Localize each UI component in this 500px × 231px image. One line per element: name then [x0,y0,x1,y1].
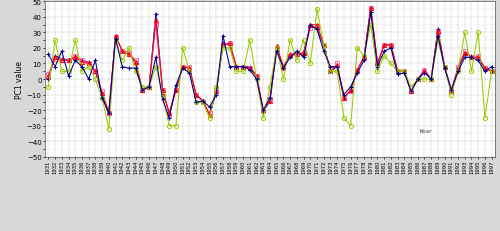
PC1_Q27_SPR [368,12,374,15]
PC1_or_PHDI_SPR [462,50,468,53]
PC1_or_ZND_SPR [234,71,239,73]
Line: PC1_or_WPLM_SPR: PC1_or_WPLM_SPR [46,6,494,117]
PC1_Q27_SPR [254,78,260,81]
PC1_or_WPLM_SPR [99,92,105,95]
PC1_or_PHDI_SPR [234,66,239,69]
PC1_or_PDSI_SPR [99,94,105,97]
PC1_or_PHDI_SPR [254,75,260,78]
PC1_or_ZND_SPR [99,97,105,100]
PC1_or_PDSI_SPR [462,54,468,56]
PC1_or_ZND_SPR [462,32,468,35]
PC1_or_PHDI_SPR [99,91,105,94]
PC1_or_WPLM_SPR [394,71,400,73]
PC1_Q27_SPR [79,66,85,69]
PC1_or_WPLM_SPR [234,66,239,69]
PC1_or_ZND_SPR [254,78,260,81]
PC1_or_PDSI_SPR [234,66,239,69]
PC1_Q27_SPR [166,117,172,120]
PC1_or_WPLM_SPR [254,75,260,78]
PC1_or_PHDI_SPR [368,7,374,10]
PC1_or_WPLM_SPR [368,7,374,10]
PC1_or_PDSI_SPR [488,71,494,73]
PC1_or_PDSI_SPR [46,78,52,81]
Line: PC1_or_ZND_SPR: PC1_or_ZND_SPR [46,8,494,131]
PC1_or_PDSI_SPR [106,114,112,117]
PC1_Q27_SPR [46,54,52,56]
PC1_or_PHDI_SPR [394,71,400,73]
PC1_Q27_SPR [394,74,400,76]
PC1_Q27_SPR [462,57,468,59]
PC1_or_PHDI_SPR [488,71,494,73]
PC1_or_PDSI_SPR [79,60,85,63]
PC1_or_ZND_SPR [314,9,320,11]
Line: PC1_or_PHDI_SPR: PC1_or_PHDI_SPR [46,6,494,117]
PC1_or_WPLM_SPR [206,114,212,117]
PC1_or_ZND_SPR [79,71,85,73]
PC1_or_WPLM_SPR [46,75,52,78]
PC1_or_ZND_SPR [46,86,52,89]
Line: PC1_or_PDSI_SPR: PC1_or_PDSI_SPR [46,6,494,118]
PC1_or_ZND_SPR [394,71,400,73]
PC1_Q27_SPR [488,66,494,69]
PC1_or_WPLM_SPR [462,52,468,55]
Line: PC1_Q27_SPR: PC1_Q27_SPR [46,11,494,121]
PC1_or_PDSI_SPR [368,7,374,10]
PC1_or_PHDI_SPR [166,114,172,117]
PC1_or_PHDI_SPR [79,60,85,63]
Y-axis label: PC1 value: PC1 value [15,61,24,99]
PC1_or_ZND_SPR [488,71,494,73]
PC1_or_WPLM_SPR [488,71,494,73]
PC1_or_ZND_SPR [106,128,112,131]
PC1_Q27_SPR [99,97,105,100]
PC1_or_PDSI_SPR [394,71,400,73]
PC1_or_PDSI_SPR [254,75,260,78]
PC1_or_WPLM_SPR [79,61,85,64]
Text: Year: Year [418,128,432,133]
PC1_Q27_SPR [234,66,239,69]
PC1_or_PHDI_SPR [46,74,52,76]
